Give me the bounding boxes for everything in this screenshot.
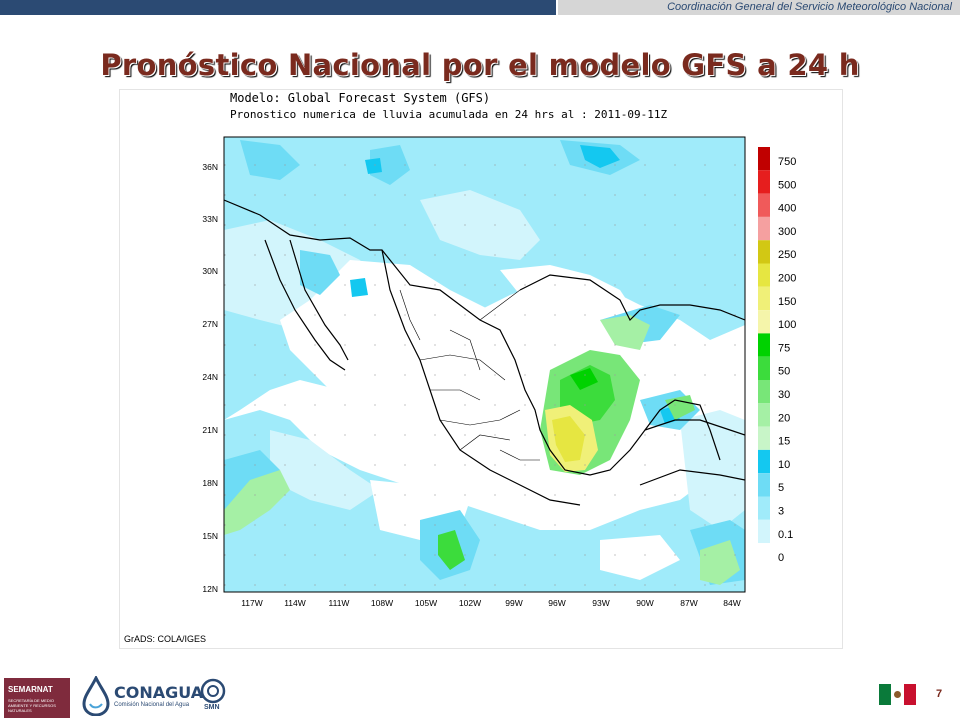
legend-swatch [758,240,770,264]
lat-label-27n: 27N [202,319,218,329]
legend-label: 400 [778,203,796,215]
semarnat-sub: SECRETARÍA DE MEDIO AMBIENTE Y RECURSOS … [8,698,56,713]
legend-label: 30 [778,389,790,401]
lat-label-24n: 24N [202,372,218,382]
semarnat-logo: SEMARNAT SECRETARÍA DE MEDIO AMBIENTE Y … [4,678,70,718]
lon-label-105w: 105W [415,598,437,608]
lat-label-12n: 12N [202,584,218,594]
legend-swatch [758,310,770,334]
lat-label-36n: 36N [202,162,218,172]
smn-logo: SMN [196,678,230,718]
legend-swatch [758,356,770,380]
legend-swatch [758,216,770,241]
conagua-label: CONAGUA [114,683,204,702]
lon-label-114w: 114W [284,598,306,608]
lon-label-102w: 102W [459,598,481,608]
rainfall-field [224,137,745,592]
lat-label-18n: 18N [202,478,218,488]
map-title-model: Modelo: Global Forecast System (GFS) [230,91,490,105]
legend-label: 0.1 [778,529,793,541]
legend-swatch [758,263,770,287]
lat-label-33n: 33N [202,214,218,224]
forecast-map-panel: Modelo: Global Forecast System (GFS) Pro… [119,89,843,649]
lon-label-93w: 93W [592,598,609,608]
legend-label: 500 [778,179,796,191]
legend-label: 10 [778,459,790,471]
legend-swatch [758,286,770,311]
legend-label: 300 [778,226,796,238]
lon-label-84w: 84W [723,598,740,608]
header-bar [0,0,556,15]
legend-label: 15 [778,436,790,448]
legend-label: 50 [778,366,790,378]
conagua-logo: CONAGUA Comisión Nacional del Agua [80,674,203,718]
map-title-product: Pronostico numerica de lluvia acumulada … [230,108,667,121]
legend-swatch [758,193,770,217]
lon-label-111w: 111W [329,598,350,608]
legend-swatch [758,449,770,474]
legend-label: 3 [778,506,784,518]
legend-label: 200 [778,273,796,285]
footer [0,672,960,720]
legend-label: 250 [778,249,796,261]
lat-label-21n: 21N [202,425,218,435]
lon-label-87w: 87W [680,598,697,608]
lon-label-108w: 108W [371,598,393,608]
legend-label: 75 [778,342,790,354]
legend-swatch [758,147,770,171]
legend-swatch [758,380,770,404]
legend-swatch [758,496,770,520]
conagua-sub: Comisión Nacional del Agua [114,702,190,708]
legend-swatch [758,543,770,567]
legend-swatch [758,473,770,497]
lon-label-96w: 96W [548,598,565,608]
legend-label: 750 [778,156,796,168]
header-org-bar: Coordinación General del Servicio Meteor… [556,0,960,15]
lon-label-117w: 117W [241,598,263,608]
legend-swatch [758,170,770,194]
lon-label-90w: 90W [636,598,653,608]
slide-title: Pronóstico Nacional por el modelo GFS a … [100,48,860,82]
org-name: Coordinación General del Servicio Meteor… [667,1,952,13]
legend-label: 20 [778,412,790,424]
legend-label: 5 [778,482,784,494]
globe-icon [200,678,226,704]
grads-credit: GrADS: COLA/IGES [124,634,206,644]
legend-swatch [758,519,770,544]
lat-label-30n: 30N [202,266,218,276]
water-drop-icon [82,674,110,717]
legend-label: 0 [778,552,784,564]
smn-label: SMN [204,704,220,711]
forecast-map: Modelo: Global Forecast System (GFS) Pro… [124,91,796,644]
state-borders [399,289,540,461]
legend-swatch [758,426,770,450]
legend-swatch [758,403,770,427]
legend-label: 150 [778,296,796,308]
legend-swatch [758,333,770,357]
lat-label-15n: 15N [202,531,218,541]
mexico-flag-icon [879,684,916,705]
lon-label-99w: 99W [505,598,522,608]
legend-label: 100 [778,319,796,331]
semarnat-label: SEMARNAT [8,685,53,694]
page-number: 7 [936,688,943,700]
rainfall-legend: 750 500 400 300 250 200 150 100 75 50 30 20 15 10 5 3 0.… [758,147,796,567]
